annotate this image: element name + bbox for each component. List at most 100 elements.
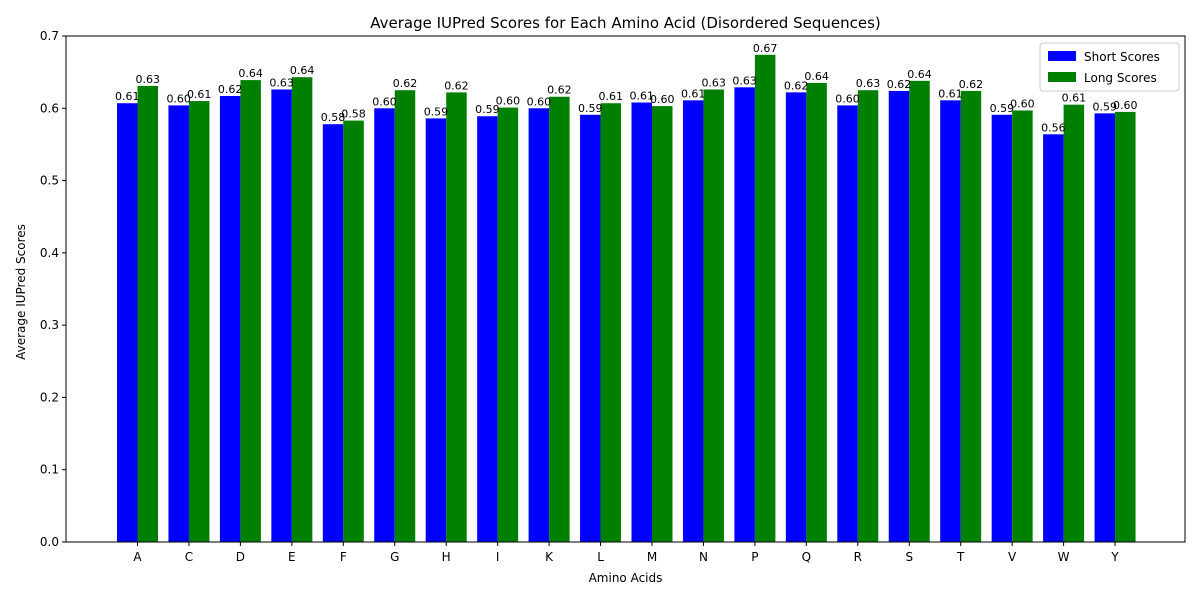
bar-label-long-T: 0.62 xyxy=(959,78,984,91)
bar-short-Q xyxy=(785,92,807,542)
bar-label-long-M: 0.60 xyxy=(650,93,675,106)
legend-label-short: Short Scores xyxy=(1084,50,1160,64)
bar-label-short-M: 0.61 xyxy=(630,90,655,103)
bar-long-Q xyxy=(806,82,827,543)
bar-short-G xyxy=(374,108,395,542)
y-tick-label: 0.4 xyxy=(40,246,59,260)
bar-label-long-D: 0.64 xyxy=(238,67,263,80)
bar-label-short-V: 0.59 xyxy=(990,102,1015,115)
x-tick-label-C: C xyxy=(185,550,193,564)
bar-label-short-A: 0.61 xyxy=(115,90,140,103)
bar-short-K xyxy=(528,108,550,542)
bar-label-short-P: 0.63 xyxy=(732,74,757,87)
legend-swatch-short xyxy=(1048,51,1076,61)
bar-short-T xyxy=(940,100,961,542)
x-tick-label-M: M xyxy=(647,550,657,564)
legend-swatch-long xyxy=(1048,72,1076,82)
bar-long-K xyxy=(549,96,570,542)
x-tick-label-V: V xyxy=(1008,550,1017,564)
bar-label-long-K: 0.62 xyxy=(547,84,572,97)
bar-label-short-S: 0.62 xyxy=(887,78,912,91)
bar-label-long-F: 0.58 xyxy=(341,108,366,121)
series-long-labels: 0.630.610.64 0.640.580.62 0.620.600.620.61… xyxy=(136,42,1138,121)
bar-label-long-S: 0.64 xyxy=(907,68,932,81)
y-tick-label: 0.0 xyxy=(40,535,59,549)
chart-title: Average IUPred Scores for Each Amino Aci… xyxy=(370,14,881,32)
bar-label-short-H: 0.59 xyxy=(424,105,449,118)
x-tick-label-F: F xyxy=(340,550,347,564)
bar-short-F xyxy=(322,124,344,542)
bar-label-short-Y: 0.59 xyxy=(1093,100,1118,113)
x-tick-label-Q: Q xyxy=(802,550,811,564)
bar-long-V xyxy=(1012,110,1033,542)
x-tick-label-R: R xyxy=(854,550,862,564)
x-tick-label-L: L xyxy=(597,550,604,564)
bar-label-long-G: 0.62 xyxy=(393,77,418,90)
bar-label-short-T: 0.61 xyxy=(938,87,963,100)
plot-area: 0.61 0.600.620.630.580.600.59 0.590.60 0.59… xyxy=(40,29,1186,564)
bar-label-long-I: 0.60 xyxy=(496,95,521,108)
x-tick-label-H: H xyxy=(442,550,451,564)
bar-long-E xyxy=(291,77,313,542)
bar-long-I xyxy=(497,107,519,542)
bar-long-T xyxy=(960,90,982,542)
x-tick-label-G: G xyxy=(390,550,399,564)
bar-label-short-E: 0.63 xyxy=(269,76,294,89)
bar-short-D xyxy=(219,96,241,542)
bar-label-short-L: 0.59 xyxy=(578,102,603,115)
x-tick-label-W: W xyxy=(1058,550,1070,564)
x-tick-label-D: D xyxy=(236,550,245,564)
bar-long-Y xyxy=(1115,111,1136,543)
y-tick-label: 0.3 xyxy=(40,318,59,332)
bar-label-short-R: 0.60 xyxy=(835,92,860,105)
bar-short-H xyxy=(425,118,447,542)
bar-long-F xyxy=(343,120,364,542)
bar-short-I xyxy=(477,116,498,543)
bar-long-H xyxy=(446,92,467,542)
bar-label-long-N: 0.63 xyxy=(701,76,726,89)
bar-label-long-E: 0.64 xyxy=(290,64,315,77)
y-axis-title: Average IUPred Scores xyxy=(14,224,28,360)
legend-label-long: Long Scores xyxy=(1084,71,1157,85)
plot-frame xyxy=(65,35,1186,543)
bar-long-L xyxy=(600,103,622,542)
bar-label-long-C: 0.61 xyxy=(187,88,212,101)
x-tick-label-Y: Y xyxy=(1110,550,1119,564)
x-tick-label-P: P xyxy=(751,550,758,564)
bar-label-long-P: 0.67 xyxy=(753,42,778,55)
bar-long-M xyxy=(652,106,673,543)
bar-short-E xyxy=(271,89,292,543)
bar-short-P xyxy=(734,87,755,542)
bar-short-V xyxy=(991,114,1013,542)
bar-label-long-R: 0.63 xyxy=(856,77,881,90)
bar-long-D xyxy=(240,80,261,542)
x-tick-label-S: S xyxy=(905,550,913,564)
bar-long-N xyxy=(703,89,724,543)
bar-label-long-W: 0.61 xyxy=(1062,92,1087,105)
x-axis-title: Amino Acids xyxy=(589,571,663,585)
bar-short-M xyxy=(631,102,652,542)
bar-short-S xyxy=(888,90,910,542)
bar-label-short-C: 0.60 xyxy=(166,92,191,105)
y-tick-label: 0.2 xyxy=(40,390,59,404)
bar-long-P xyxy=(754,54,776,542)
bar-long-G xyxy=(394,90,416,543)
bar-short-W xyxy=(1043,134,1064,542)
bar-long-S xyxy=(909,80,930,542)
y-tick-label: 0.7 xyxy=(40,29,59,43)
bar-label-long-Q: 0.64 xyxy=(804,70,829,83)
bar-label-long-A: 0.63 xyxy=(136,73,161,86)
bar-label-long-H: 0.62 xyxy=(444,79,469,92)
bar-short-Y xyxy=(1094,113,1116,542)
bar-label-short-I: 0.59 xyxy=(475,103,500,116)
bar-label-long-Y: 0.60 xyxy=(1113,99,1138,112)
x-tick-label-N: N xyxy=(699,550,708,564)
bar-label-short-F: 0.58 xyxy=(321,111,346,124)
bar-label-short-Q: 0.62 xyxy=(784,79,809,92)
bar-short-A xyxy=(117,103,138,542)
series-short-labels: 0.61 0.600.620.630.580.600.59 0.590.60 0.59… xyxy=(115,74,1117,134)
series-short-bars xyxy=(117,87,1116,543)
